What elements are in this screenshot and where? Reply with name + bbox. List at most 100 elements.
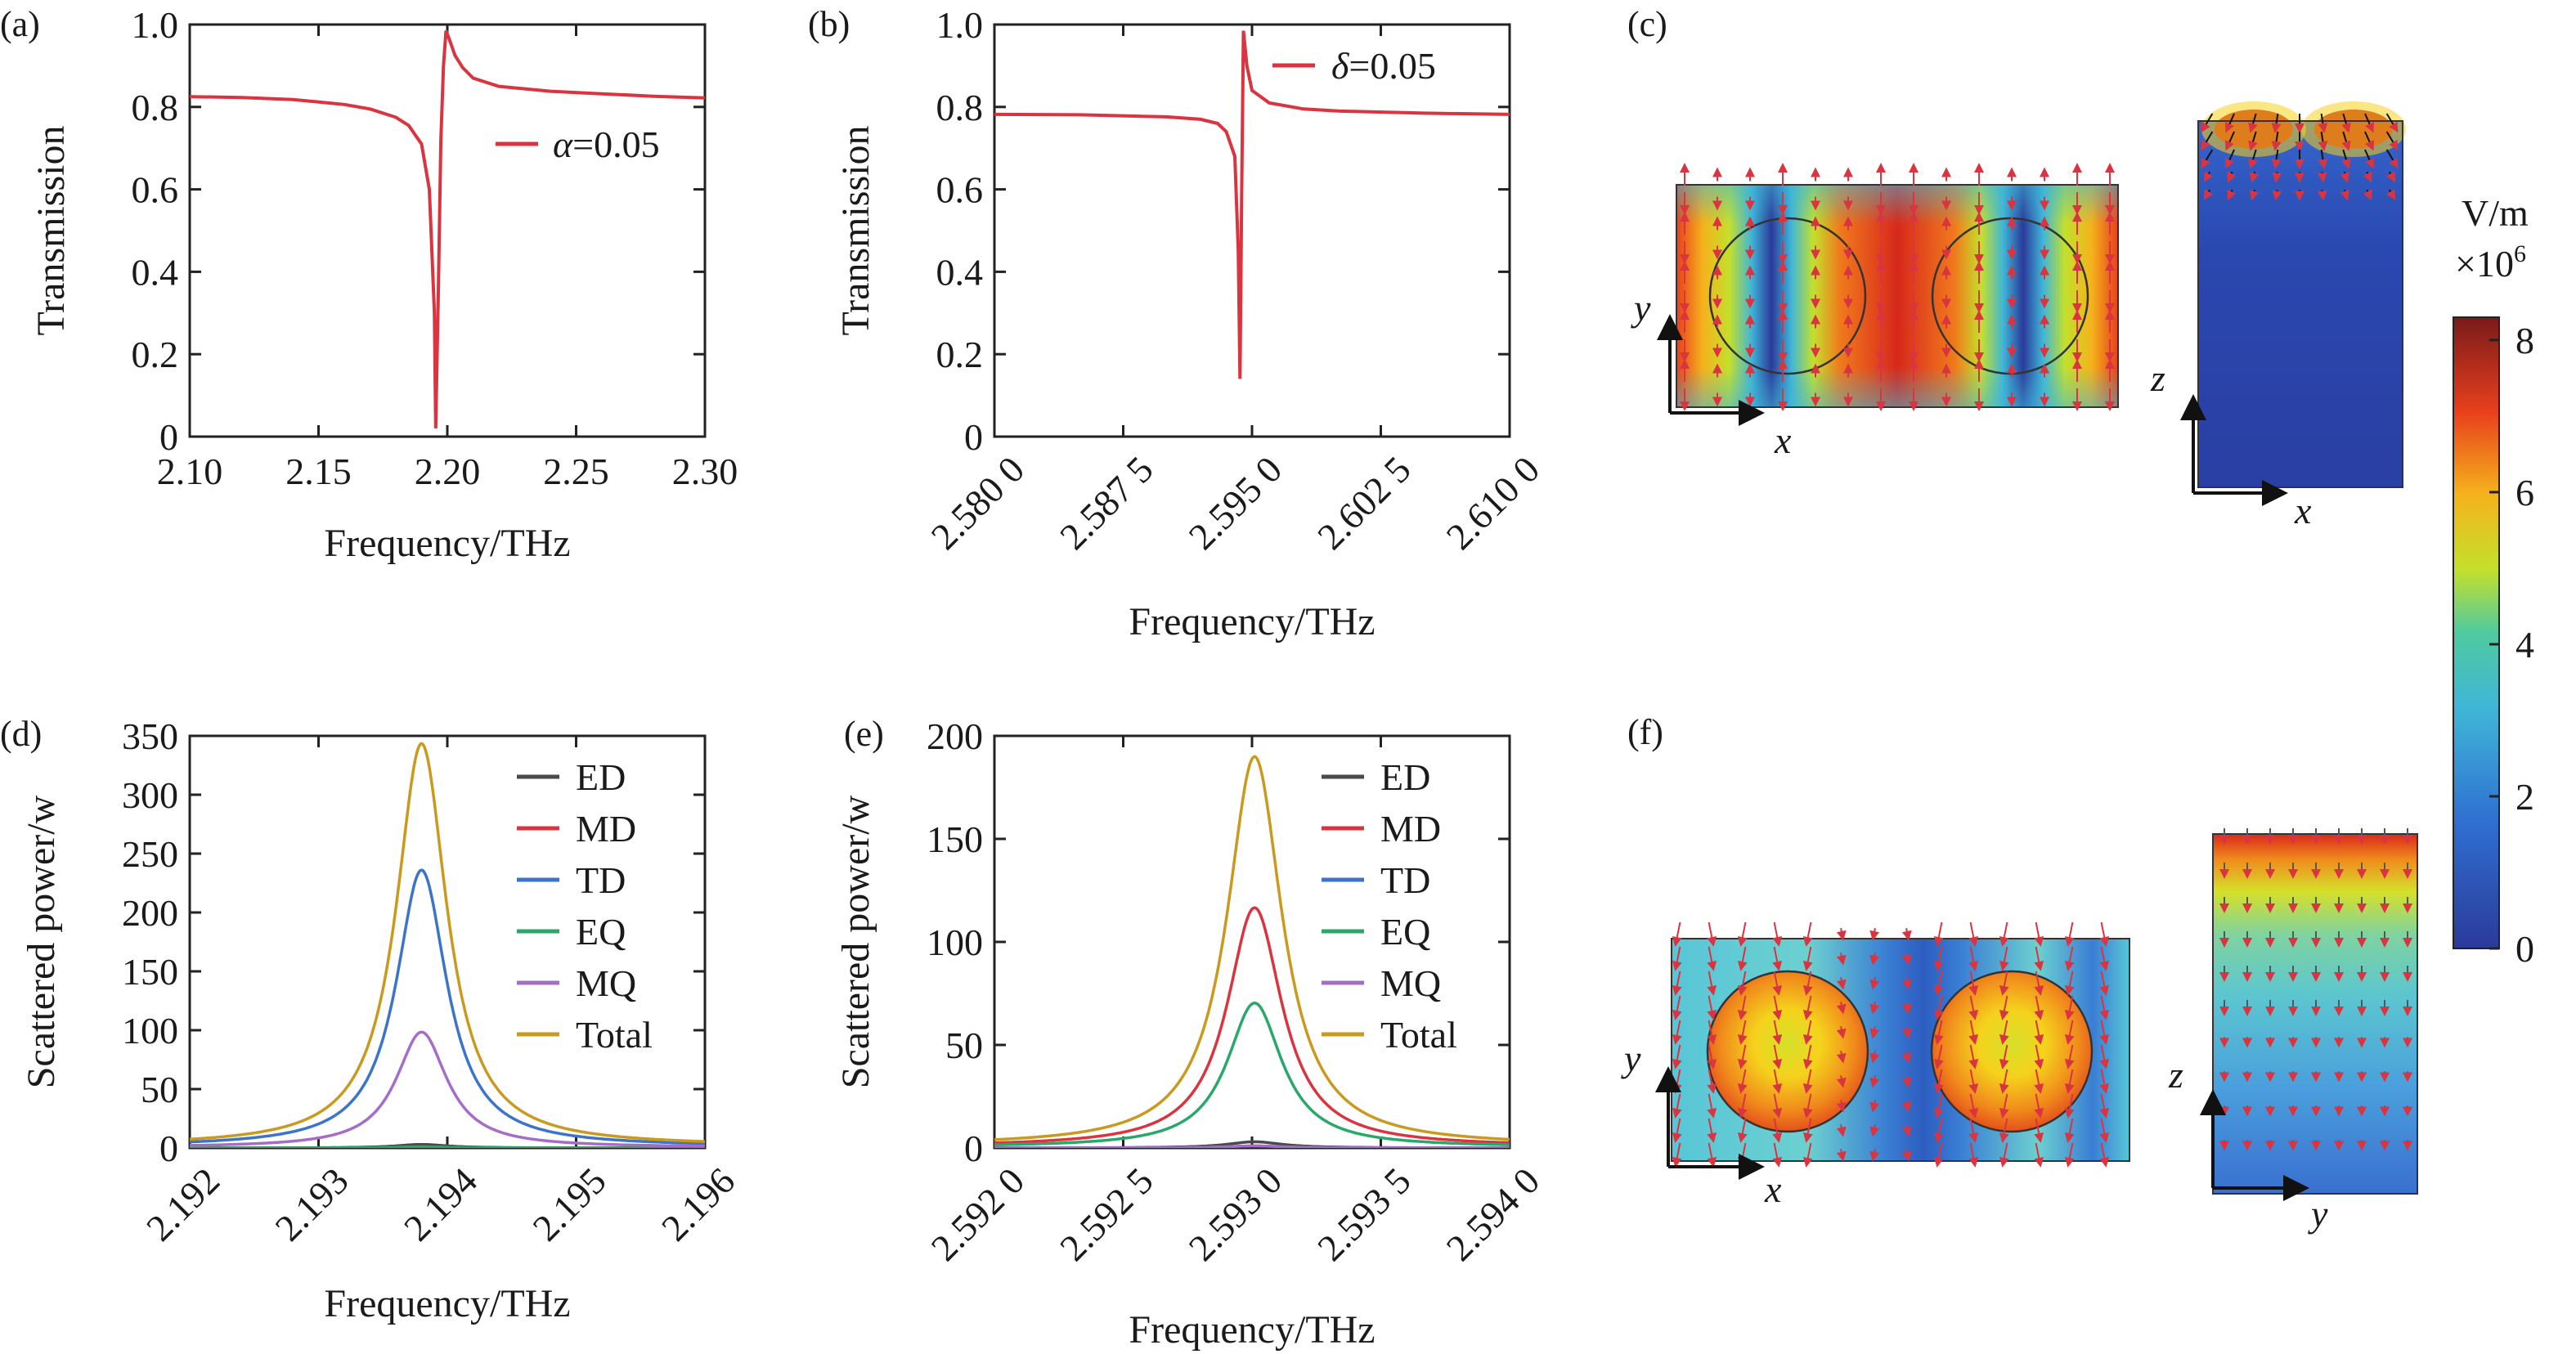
x-tick-label: 2.192 — [138, 1159, 227, 1249]
axis-label-y: y — [1621, 1038, 1641, 1079]
plot-frame — [188, 23, 707, 438]
plot-frame — [993, 734, 1511, 1150]
field-arrow-icon — [1772, 1069, 1783, 1094]
x-tick-label: 2.30 — [672, 451, 738, 492]
y-tick-label: 250 — [122, 833, 178, 875]
series-line-mq — [994, 1144, 1510, 1148]
field-arrows-f-yz — [2219, 828, 2412, 1151]
field-arrow-icon — [2201, 113, 2214, 133]
legend-label-mq: MQ — [1380, 962, 1441, 1004]
field-arrow-icon — [2203, 189, 2214, 200]
series-line-md — [994, 906, 1510, 1145]
field-arrow-icon — [1772, 946, 1783, 971]
field-arrow-icon — [1869, 977, 1880, 990]
field-arrow-icon — [2034, 1044, 2044, 1069]
field-arrow-icon — [1869, 1075, 1880, 1088]
field-arrow-icon — [1772, 1118, 1783, 1143]
y-tick-label: 1.0 — [132, 4, 179, 46]
field-arrow-icon — [2064, 995, 2075, 1020]
field-arrow-icon — [1901, 1002, 1912, 1015]
transmission-line — [190, 29, 705, 428]
panel-label-e: (e) — [844, 714, 884, 754]
x-tick-label: 2.592 0 — [923, 1159, 1033, 1269]
field-arrow-icon — [1869, 1100, 1880, 1113]
field-arrow-icon — [1968, 995, 1979, 1020]
field-arrow-icon — [2271, 131, 2282, 151]
field-arrow-icon — [2034, 946, 2044, 971]
x-tick-label: 2.593 0 — [1181, 1159, 1290, 1269]
field-arrow-icon — [1901, 1051, 1912, 1064]
field-arrow-icon — [1672, 1118, 1682, 1143]
field-arrow-icon — [1968, 946, 1979, 971]
legend-label-eq: EQ — [576, 911, 626, 953]
field-arrow-icon — [1772, 921, 1783, 947]
panel-label-c: (c) — [1627, 4, 1667, 44]
x-tick-label: 2.602 5 — [1309, 448, 1419, 558]
field-arrow-icon — [1802, 921, 1813, 947]
resonator-disk-right — [1930, 970, 2094, 1133]
y-tick-label: 200 — [927, 715, 983, 757]
y-tick-label: 0.6 — [936, 169, 984, 211]
field-arrow-icon — [1802, 1118, 1813, 1143]
field-arrow-icon — [2034, 1069, 2044, 1094]
y-tick-label: 0.4 — [936, 251, 984, 293]
y-tick-label: 0.8 — [936, 87, 984, 128]
field-arrow-icon — [2364, 149, 2375, 169]
legend-label-total: Total — [576, 1014, 653, 1056]
field-arrow-icon — [2034, 971, 2044, 996]
field-arrow-icon — [1772, 971, 1783, 996]
y-tick-label: 50 — [141, 1069, 178, 1110]
y-tick-label: 0.2 — [936, 334, 984, 375]
field-arrow-icon — [1901, 1075, 1912, 1088]
axis-label-y: y — [1631, 287, 1651, 329]
field-arrow-icon — [1707, 1142, 1717, 1168]
field-arrow-icon — [2099, 946, 2110, 971]
field-arrow-icon — [2248, 113, 2258, 133]
field-arrow-icon — [2363, 189, 2372, 201]
y-axis-title: Transmission — [29, 126, 73, 336]
legend-label-delta: δ=0.05 — [1331, 45, 1436, 87]
field-arrow-icon — [1836, 1075, 1847, 1088]
field-arrow-icon — [1836, 1026, 1847, 1039]
field-arrow-icon — [2318, 149, 2328, 169]
y-tick-label: 350 — [122, 715, 178, 757]
field-arrow-icon — [2064, 1118, 2075, 1143]
x-tick-label: 2.196 — [653, 1159, 743, 1249]
chart-e-scattered-power: 0 50 100 150 200 2.592 0 2.592 5 2.593 0 2.593 5… — [834, 715, 1547, 1352]
legend-label-md: MD — [576, 808, 636, 850]
axis-label-y: y — [2308, 1193, 2328, 1235]
field-arrow-icon — [1672, 1020, 1682, 1045]
field-arrow-icon — [1999, 946, 2009, 971]
field-arrow-icon — [1737, 971, 1748, 996]
y-tick-label: 0 — [159, 416, 178, 458]
y-tick-label: 0.8 — [132, 87, 179, 128]
colorbar: V/m ×106 0 2 4 6 8 — [2453, 192, 2534, 970]
field-arrow-icon — [1737, 995, 1748, 1020]
x-tick-label: 2.593 5 — [1309, 1159, 1419, 1269]
field-arrow-icon — [2064, 1069, 2075, 1094]
field-arrow-icon — [2099, 1069, 2110, 1094]
x-axis-title: Frequency/THz — [324, 1282, 570, 1325]
field-arrow-icon — [1672, 946, 1682, 971]
field-arrow-icon — [1968, 971, 1979, 996]
field-arrow-icon — [2249, 190, 2260, 201]
x-tick-label: 2.25 — [543, 451, 609, 492]
field-arrow-icon — [2364, 113, 2375, 133]
field-arrow-icon — [2099, 1044, 2110, 1069]
y-tick-label: 0 — [159, 1128, 178, 1169]
field-arrow-icon — [2064, 1044, 2075, 1069]
field-arrow-icon — [1836, 1051, 1847, 1064]
field-arrow-icon — [2227, 171, 2237, 183]
field-arrow-icon — [1933, 1118, 1944, 1143]
legend-label-td: TD — [576, 859, 626, 901]
field-arrow-icon — [1933, 1093, 1944, 1119]
resonator-disk-left — [1708, 217, 1867, 375]
field-arrow-icon — [2385, 171, 2396, 182]
field-arrow-icon — [1869, 928, 1880, 941]
field-arrow-icon — [2099, 921, 2110, 947]
series-line-total — [190, 742, 705, 1143]
y-tick-label: 0 — [964, 1128, 983, 1169]
field-arrow-icon — [2203, 171, 2214, 182]
x-tick-label: 2.195 — [525, 1159, 614, 1249]
x-tick-label: 2.20 — [415, 451, 481, 492]
